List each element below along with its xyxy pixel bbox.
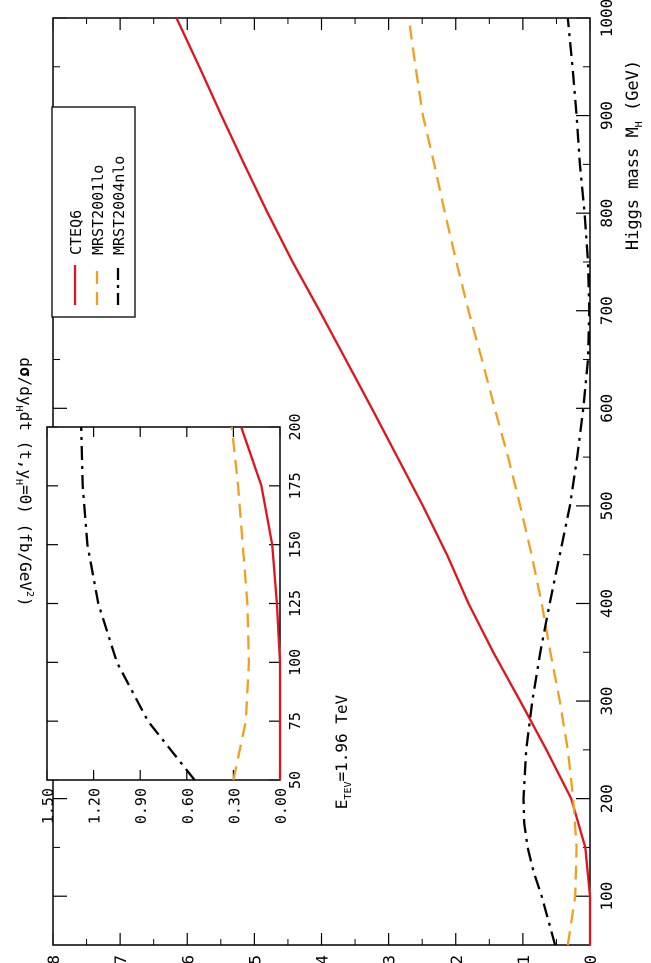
inset-x-tick-label: 175: [286, 472, 304, 499]
inset-series-line-mrst2001lo: [230, 426, 251, 781]
y-tick-label: 8: [44, 955, 63, 963]
inset-series-line-cteq6: [240, 426, 282, 780]
x-tick-label: 400: [597, 589, 616, 618]
x-tick-label: 1000: [597, 0, 616, 37]
inset-y-tick-label: 1.20: [86, 788, 104, 824]
y-axis-label: dσ/dyHdt (t,yH=0) (fb/GeV2): [13, 357, 35, 606]
inset-y-tick-label: 1.50: [39, 788, 57, 824]
inset-x-tick-label: 100: [286, 649, 304, 676]
legend-label-mrst2004nlo: MRST2004nlo: [110, 156, 128, 255]
inset-x-tick-label: 75: [286, 712, 304, 730]
energy-annotation: ETEV=1.96 TeV: [332, 694, 354, 809]
x-tick-label: 200: [597, 784, 616, 813]
inset-x-tick-label: 200: [286, 413, 304, 440]
x-tick-label: 900: [597, 101, 616, 130]
legend-label-mrst2001lo: MRST2001lo: [89, 165, 107, 255]
y-tick-label: 1: [514, 955, 533, 963]
y-tick-label: 7: [111, 955, 130, 963]
series-line-cteq6: [175, 17, 592, 945]
inset-y-tick-label: 0.00: [272, 788, 290, 824]
y-tick-label: 6: [178, 955, 197, 963]
main-plot: 0 1 2 3 4 5 6 7 8 100 200 300 400 500 600 700 800 900 1000: [44, 0, 616, 963]
inset-x-tick-label: 50: [286, 771, 304, 789]
y-tick-label: 2: [447, 955, 466, 963]
y-tick-label: 5: [245, 955, 264, 963]
inset-frame: [46, 426, 281, 781]
y-tick-label: 0: [581, 955, 600, 963]
x-axis-label: Higgs mass MH (GeV): [623, 60, 645, 250]
y-tick-label: 3: [380, 955, 399, 963]
inset-x-tick-label: 125: [286, 590, 304, 617]
x-tick-label: 800: [597, 199, 616, 228]
inset-x-tick-label: 150: [286, 531, 304, 558]
inset-y-tick-label: 0.90: [132, 788, 150, 824]
inset-y-tick-label: 0.30: [225, 788, 243, 824]
legend-label-cteq6: CTEQ6: [67, 210, 85, 255]
y-tick-label: 4: [313, 955, 332, 963]
x-tick-label: 500: [597, 491, 616, 520]
legend: CTEQ6 MRST2001lo MRST2004nlo: [51, 106, 136, 318]
x-tick-label: 600: [597, 394, 616, 423]
x-tick-label: 100: [597, 882, 616, 911]
inset-series-line-mrst2004nlo: [80, 426, 196, 781]
legend-box: [51, 106, 136, 318]
series-line-mrst2001lo: [407, 17, 578, 946]
inset-y-tick-label: 0.60: [179, 788, 197, 824]
x-tick-label: 700: [597, 296, 616, 325]
inset-plot: 0.00 0.30 0.60 0.90 1.20 1.50 50 75 100 125 150 175…: [39, 413, 304, 824]
x-tick-label: 300: [597, 687, 616, 716]
series-line-mrst2004nlo: [522, 17, 591, 946]
